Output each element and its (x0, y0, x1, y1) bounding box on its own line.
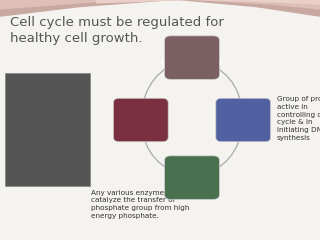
Text: Cyclins: Cyclins (227, 115, 259, 125)
FancyBboxPatch shape (216, 98, 271, 142)
FancyBboxPatch shape (5, 73, 90, 186)
Polygon shape (0, 0, 320, 10)
Polygon shape (96, 0, 320, 5)
FancyBboxPatch shape (164, 156, 220, 199)
FancyBboxPatch shape (164, 36, 220, 79)
Text: Any various enzymes that
catalyze the transfer of
phosphate group from high
ener: Any various enzymes that catalyze the tr… (91, 190, 189, 219)
Text: External
growth factor: External growth factor (161, 48, 223, 67)
Text: Group of proteins
active in
controlling cell
cycle & in
initiating DNA
synthesis: Group of proteins active in controlling … (277, 96, 320, 141)
Text: Kinase: Kinase (177, 173, 207, 182)
Text: Cell cycle must be regulated for
healthy cell growth.: Cell cycle must be regulated for healthy… (10, 16, 223, 45)
Polygon shape (0, 0, 320, 17)
FancyBboxPatch shape (114, 98, 168, 142)
Text: Triggered
cell cycle
activities: Triggered cell cycle activities (119, 105, 163, 135)
Text: Both internal
and external
factors work
together to
regulate cell
division: Both internal and external factors work … (9, 91, 86, 171)
